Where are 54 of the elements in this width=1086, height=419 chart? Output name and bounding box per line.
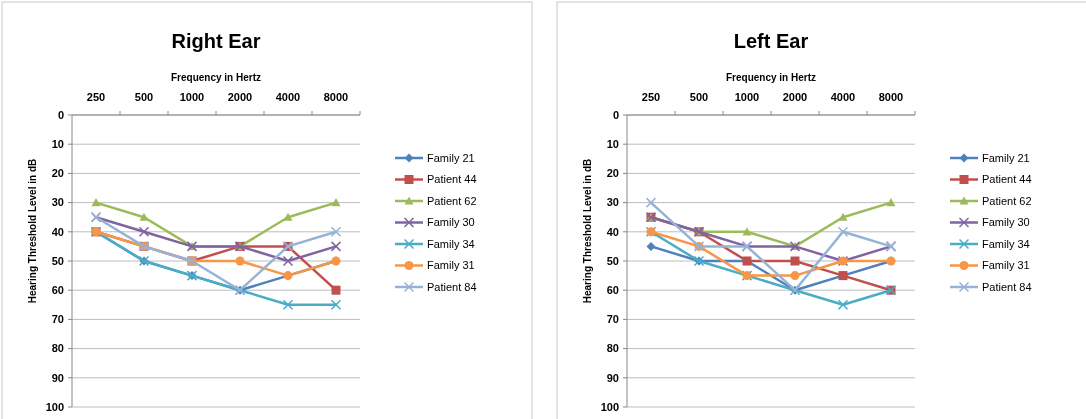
- x-tick-label: 8000: [323, 91, 349, 103]
- y-tick-label: 70: [51, 313, 64, 326]
- y-tick-label: 70: [606, 313, 619, 326]
- y-tick-label: 30: [606, 196, 619, 209]
- x-tick-label: 1000: [179, 91, 205, 103]
- y-tick-label: 80: [51, 342, 64, 355]
- legend-label: Family 30: [982, 216, 1030, 229]
- legend-label: Family 34: [427, 237, 475, 250]
- y-tick-label: 0: [612, 108, 619, 121]
- y-tick-label: 100: [600, 400, 619, 413]
- y-tick-label: 90: [606, 371, 619, 384]
- x-tick-label: 4000: [275, 91, 301, 103]
- legend-label: Family 21: [427, 151, 475, 164]
- y-tick-label: 10: [51, 138, 64, 151]
- y-tick-label: 40: [51, 225, 64, 238]
- y-axis-title: Hearing Threshold Level in dB: [582, 158, 593, 304]
- x-tick-label: 2000: [227, 91, 253, 103]
- x-axis-title: Frequency in Hertz: [170, 72, 262, 83]
- legend-label: Family 34: [982, 237, 1030, 250]
- x-tick-label: 250: [641, 91, 661, 103]
- x-tick-label: 250: [86, 91, 106, 103]
- legend-label: Family 30: [427, 216, 475, 229]
- legend-label: Patient 84: [982, 280, 1032, 293]
- chart-title: Left Ear: [733, 30, 809, 52]
- legend-label: Family 31: [427, 259, 475, 272]
- x-tick-label: 500: [689, 91, 709, 103]
- legend-label: Patient 44: [982, 173, 1032, 186]
- x-tick-label: 1000: [734, 91, 760, 103]
- y-tick-label: 10: [606, 138, 619, 151]
- legend-label: Patient 84: [427, 280, 477, 293]
- x-tick-label: 2000: [782, 91, 808, 103]
- y-tick-label: 40: [606, 225, 619, 238]
- y-tick-label: 20: [606, 167, 619, 180]
- legend-label: Patient 62: [982, 194, 1032, 207]
- legend-label: Family 31: [982, 259, 1030, 272]
- legend-label: Family 21: [982, 151, 1030, 164]
- x-tick-label: 8000: [878, 91, 904, 103]
- chart-title: Right Ear: [171, 30, 261, 52]
- x-tick-label: 500: [134, 91, 154, 103]
- y-tick-label: 50: [51, 254, 64, 267]
- legend-label: Patient 62: [427, 194, 477, 207]
- y-tick-label: 100: [45, 400, 64, 413]
- y-tick-label: 0: [57, 108, 64, 121]
- y-tick-label: 20: [51, 167, 64, 180]
- y-tick-label: 50: [606, 254, 619, 267]
- x-axis-title: Frequency in Hertz: [725, 72, 817, 83]
- y-tick-label: 90: [51, 371, 64, 384]
- legend-label: Patient 44: [427, 173, 477, 186]
- x-tick-label: 4000: [830, 91, 856, 103]
- y-tick-label: 60: [51, 284, 64, 297]
- y-tick-label: 30: [51, 196, 64, 209]
- y-tick-label: 60: [606, 284, 619, 297]
- y-tick-label: 80: [606, 342, 619, 355]
- y-axis-title: Hearing Threshold Level in dB: [27, 158, 38, 304]
